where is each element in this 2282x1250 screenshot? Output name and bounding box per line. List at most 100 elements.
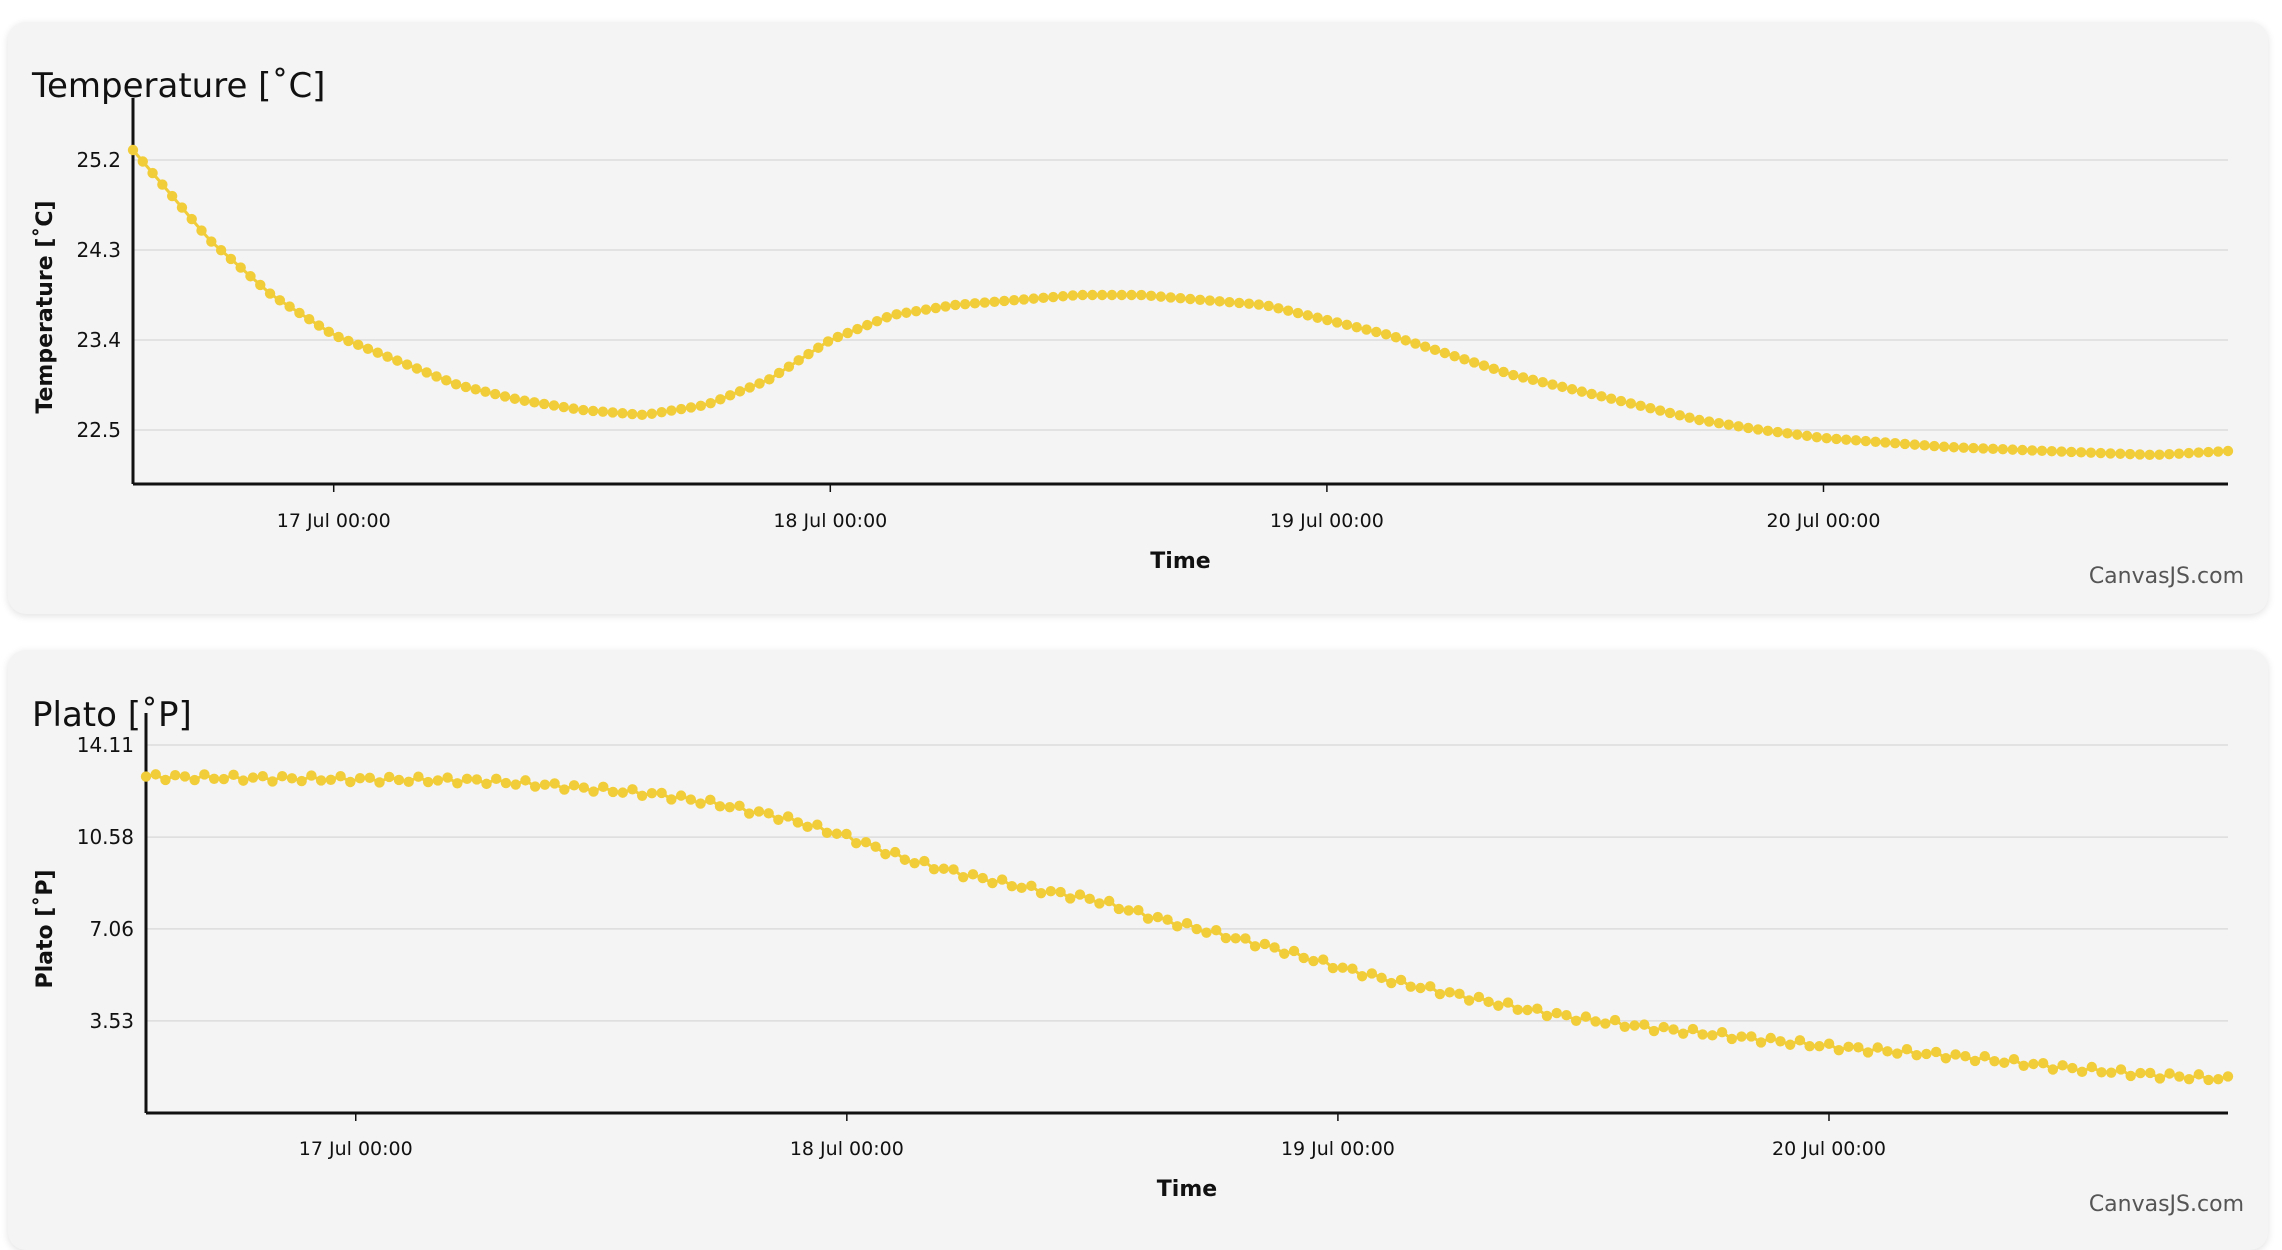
data-point[interactable] [529,397,540,408]
data-point[interactable] [1561,1009,1572,1021]
data-point[interactable] [764,374,775,385]
data-point[interactable] [2154,1073,2166,1084]
data-point[interactable] [1366,968,1378,979]
data-point[interactable] [255,279,266,291]
data-point[interactable] [2096,1067,2107,1078]
data-point[interactable] [2075,447,2087,458]
data-point[interactable] [734,800,745,811]
data-point[interactable] [323,326,334,338]
data-point[interactable] [1999,1057,2010,1068]
data-point[interactable] [1113,903,1125,915]
data-point[interactable] [977,872,988,884]
data-point[interactable] [1259,938,1271,950]
data-point[interactable] [247,772,259,783]
data-point[interactable] [1576,386,1588,397]
data-point[interactable] [1841,434,1852,445]
data-point[interactable] [1930,1046,1942,1058]
data-point[interactable] [607,407,618,418]
data-point[interactable] [1194,294,1206,305]
data-point[interactable] [176,202,188,213]
data-point[interactable] [1687,1023,1699,1035]
data-point[interactable] [1106,289,1118,301]
data-point[interactable] [1371,326,1382,338]
data-point[interactable] [852,323,863,335]
data-point[interactable] [1792,429,1803,440]
data-point[interactable] [150,769,161,780]
data-point[interactable] [1488,363,1499,374]
data-point[interactable] [1008,294,1020,306]
data-point[interactable] [1057,291,1069,302]
data-point[interactable] [1512,1004,1523,1016]
data-point[interactable] [1065,893,1076,904]
data-point[interactable] [1969,1055,1981,1067]
data-point[interactable] [1483,996,1494,1008]
data-point[interactable] [539,779,551,790]
data-point[interactable] [1361,324,1372,335]
data-point[interactable] [1580,1011,1592,1022]
data-point[interactable] [169,769,181,781]
data-point[interactable] [2193,447,2204,458]
data-point[interactable] [374,777,385,788]
data-point[interactable] [695,400,707,412]
data-point[interactable] [296,775,307,787]
data-point[interactable] [1596,391,1607,402]
data-point[interactable] [1459,354,1470,365]
data-point[interactable] [1038,292,1049,304]
data-point[interactable] [753,806,765,817]
data-point[interactable] [1755,1037,1767,1048]
data-point[interactable] [2047,1064,2059,1075]
data-point[interactable] [782,811,794,822]
data-point[interactable] [1703,416,1715,427]
data-point[interactable] [1263,300,1274,312]
data-point[interactable] [1648,1025,1660,1037]
data-point[interactable] [1420,341,1431,352]
data-point[interactable] [1449,350,1460,362]
canvasjs-credit[interactable]: CanvasJS.com [2088,1192,2244,1217]
data-point[interactable] [1713,417,1725,429]
data-point[interactable] [1674,410,1685,421]
data-point[interactable] [480,386,491,397]
data-point[interactable] [286,773,298,784]
data-point[interactable] [157,179,168,190]
data-point[interactable] [481,778,492,790]
data-point[interactable] [1823,1038,1835,1049]
data-point[interactable] [471,774,482,785]
data-point[interactable] [2144,449,2155,461]
data-point[interactable] [724,801,735,813]
data-point[interactable] [1586,388,1597,400]
data-point[interactable] [382,351,393,362]
data-point[interactable] [235,262,246,273]
data-point[interactable] [559,784,570,795]
data-point[interactable] [1892,1048,1903,1059]
data-point[interactable] [2106,1067,2117,1078]
data-point[interactable] [196,225,207,236]
data-point[interactable] [1794,1035,1806,1046]
data-point[interactable] [452,778,463,789]
data-point[interactable] [1067,290,1079,301]
data-point[interactable] [431,371,442,382]
data-point[interactable] [1940,1053,1952,1064]
data-point[interactable] [294,307,305,319]
data-point[interactable] [1615,395,1627,407]
data-point[interactable] [1950,1049,1961,1060]
data-point[interactable] [1288,945,1300,957]
data-point[interactable] [2183,1074,2195,1085]
data-point[interactable] [499,391,511,402]
data-point[interactable] [1415,982,1426,994]
data-point[interactable] [267,776,278,787]
data-point[interactable] [1331,317,1343,328]
data-point[interactable] [996,874,1008,885]
data-point[interactable] [1380,329,1392,340]
data-point[interactable] [2086,1061,2097,1073]
data-point[interactable] [304,314,315,325]
data-point[interactable] [1493,1000,1504,1011]
data-point[interactable] [666,794,677,805]
data-point[interactable] [1929,440,1940,452]
data-point[interactable] [1870,436,1881,447]
data-point[interactable] [1126,289,1137,301]
data-point[interactable] [1136,289,1147,301]
data-point[interactable] [2115,1064,2127,1075]
data-point[interactable] [959,298,971,310]
data-point[interactable] [2115,448,2126,459]
data-point[interactable] [1532,1003,1543,1014]
